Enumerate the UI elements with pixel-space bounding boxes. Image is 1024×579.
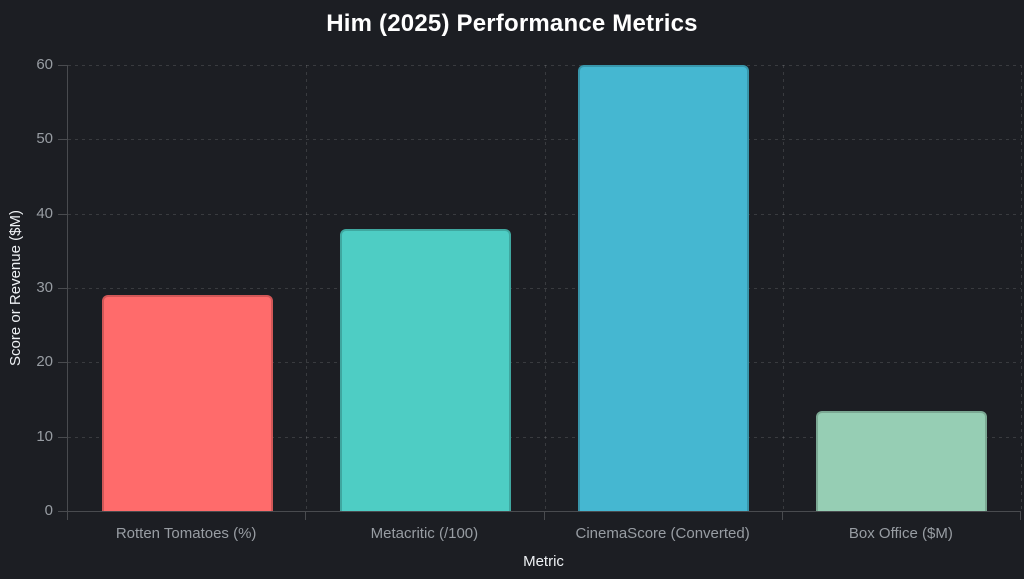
x-category-label: CinemaScore (Converted) bbox=[575, 525, 750, 542]
h-gridline bbox=[68, 288, 1021, 289]
h-gridline bbox=[68, 436, 1021, 438]
bar-cinemascore-converted[interactable] bbox=[578, 65, 750, 511]
y-tick-label: 40 bbox=[36, 204, 53, 222]
y-tick-label: 0 bbox=[44, 502, 53, 519]
y-tick-mark bbox=[58, 511, 67, 512]
y-tick-mark bbox=[58, 65, 67, 66]
y-tick-label: 50 bbox=[36, 130, 53, 148]
chart-title: Him (2025) Performance Metrics bbox=[326, 10, 698, 37]
y-tick-label: 60 bbox=[36, 56, 53, 73]
bar-metacritic-100[interactable] bbox=[339, 228, 511, 511]
y-tick-mark bbox=[58, 288, 67, 289]
x-tick-mark bbox=[305, 512, 307, 520]
x-category-label: Box Office ($M) bbox=[848, 525, 953, 542]
y-tick-label: 10 bbox=[36, 427, 53, 445]
x-tick-mark bbox=[67, 512, 68, 520]
h-gridline bbox=[68, 139, 1021, 141]
y-tick-label: 30 bbox=[36, 279, 53, 296]
plot-area bbox=[67, 65, 1022, 512]
h-gridline bbox=[68, 65, 1021, 66]
x-axis-title: Metric bbox=[523, 553, 564, 570]
v-gridline bbox=[1021, 65, 1022, 511]
bar-rotten-tomatoes[interactable] bbox=[101, 295, 273, 511]
y-tick-mark bbox=[58, 362, 67, 364]
x-tick-mark bbox=[543, 512, 545, 520]
bar-box-office-m[interactable] bbox=[816, 410, 988, 511]
v-gridline bbox=[782, 65, 784, 511]
h-gridline bbox=[68, 213, 1021, 215]
y-tick-mark bbox=[58, 213, 67, 215]
y-tick-mark bbox=[58, 436, 67, 438]
x-category-label: Metacritic (/100) bbox=[370, 525, 479, 542]
v-gridline bbox=[306, 65, 308, 511]
y-tick-label: 20 bbox=[36, 353, 53, 371]
x-category-label: Rotten Tomatoes (%) bbox=[115, 525, 257, 542]
y-tick-mark bbox=[58, 139, 67, 141]
x-tick-mark bbox=[781, 512, 783, 520]
x-tick-mark bbox=[1020, 512, 1021, 520]
h-gridline bbox=[68, 362, 1021, 364]
v-gridline bbox=[544, 65, 546, 511]
